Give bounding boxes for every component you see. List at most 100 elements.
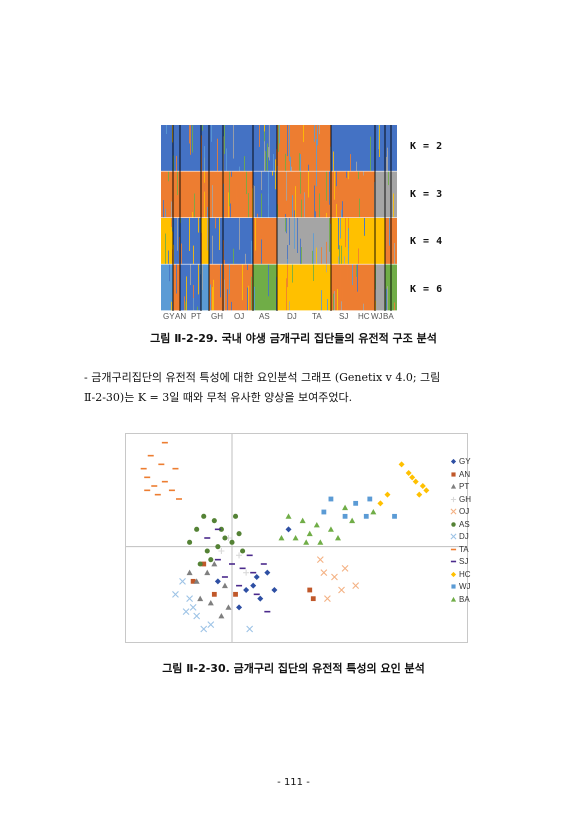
admixture-streak bbox=[233, 125, 234, 159]
admixture-streak bbox=[329, 171, 330, 205]
admixture-streak bbox=[285, 153, 286, 172]
admixture-streak bbox=[207, 218, 208, 251]
admixture-streak bbox=[223, 136, 224, 172]
admixture-streak bbox=[204, 171, 205, 183]
admixture-streak bbox=[204, 191, 205, 218]
admixture-streak bbox=[200, 166, 201, 172]
data-point-pt bbox=[186, 569, 193, 576]
admixture-streak bbox=[377, 283, 378, 311]
data-point-wj bbox=[353, 500, 359, 506]
figure-caption-2: 그림 Ⅱ-2-30. 금개구리 집단의 유전적 특성의 요인 분석 bbox=[162, 662, 425, 675]
admixture-streak bbox=[306, 218, 307, 243]
admixture-streak bbox=[267, 143, 268, 172]
series-as bbox=[187, 513, 246, 567]
admixture-streak bbox=[363, 171, 364, 176]
data-point-wj bbox=[328, 496, 334, 502]
admixture-streak bbox=[171, 301, 172, 311]
admixture-streak bbox=[287, 245, 288, 265]
legend-marker bbox=[450, 508, 457, 515]
admixture-streak bbox=[193, 285, 194, 311]
data-point-wj bbox=[342, 513, 348, 519]
admixture-streak bbox=[251, 240, 252, 265]
data-point-dj bbox=[182, 608, 190, 616]
admixture-streak bbox=[286, 278, 287, 311]
admixture-streak bbox=[356, 161, 357, 172]
figure-caption-1: 그림 Ⅱ-2-29. 국내 야생 금개구리 집단들의 유전적 구조 분석 bbox=[150, 332, 437, 345]
admixture-streak bbox=[296, 264, 297, 295]
structure-block bbox=[253, 218, 277, 265]
admixture-streak bbox=[191, 125, 192, 153]
admixture-streak bbox=[237, 196, 238, 218]
structure-plot bbox=[161, 125, 397, 311]
admixture-streak bbox=[239, 166, 240, 172]
admixture-streak bbox=[321, 290, 322, 311]
admixture-streak bbox=[275, 159, 276, 172]
k-label-3: K = 3 bbox=[410, 189, 443, 200]
legend-label: DJ bbox=[459, 532, 469, 541]
data-point-wj bbox=[363, 513, 369, 519]
admixture-streak bbox=[177, 171, 178, 196]
series-sj bbox=[204, 528, 271, 613]
admixture-streak bbox=[193, 245, 194, 265]
admixture-streak bbox=[386, 288, 387, 311]
admixture-streak bbox=[253, 185, 254, 218]
admixture-streak bbox=[172, 249, 173, 265]
data-point-oj bbox=[324, 595, 331, 603]
legend-label: WJ bbox=[459, 582, 471, 591]
legend-marker-shape bbox=[450, 496, 457, 502]
data-point-gy bbox=[214, 578, 221, 585]
series-gy bbox=[214, 526, 292, 611]
structure-block bbox=[180, 218, 201, 265]
structure-block bbox=[209, 125, 223, 172]
admixture-streak bbox=[345, 306, 346, 311]
admixture-streak bbox=[179, 138, 180, 172]
admixture-streak bbox=[242, 264, 243, 301]
admixture-streak bbox=[303, 125, 304, 143]
admixture-streak bbox=[352, 264, 353, 286]
structure-block bbox=[331, 171, 375, 218]
admixture-streak bbox=[341, 301, 342, 311]
admixture-streak bbox=[204, 146, 205, 172]
admixture-streak bbox=[277, 165, 278, 172]
admixture-streak bbox=[172, 125, 173, 143]
data-point-hc bbox=[398, 461, 405, 468]
admixture-streak bbox=[315, 211, 316, 218]
data-point-dj bbox=[189, 603, 197, 611]
pca-scatter-plot bbox=[126, 434, 467, 642]
admixture-streak bbox=[388, 290, 389, 311]
admixture-streak bbox=[338, 256, 339, 265]
data-point-hc bbox=[412, 478, 419, 485]
data-point-an bbox=[211, 591, 217, 597]
data-point-wj bbox=[367, 496, 373, 502]
admixture-streak bbox=[207, 206, 208, 218]
admixture-streak bbox=[311, 264, 312, 288]
legend-marker-shape bbox=[451, 521, 456, 527]
admixture-streak bbox=[278, 125, 279, 152]
admixture-streak bbox=[224, 125, 225, 154]
admixture-streak bbox=[220, 264, 221, 298]
data-point-dj bbox=[179, 577, 186, 585]
admixture-streak bbox=[387, 147, 388, 172]
structure-block bbox=[253, 264, 277, 311]
legend-marker bbox=[450, 560, 457, 563]
data-point-dj bbox=[200, 625, 208, 633]
admixture-streak bbox=[294, 210, 295, 218]
admixture-streak bbox=[338, 218, 339, 250]
admixture-streak bbox=[337, 290, 338, 311]
admixture-streak bbox=[189, 218, 190, 251]
legend-label: AS bbox=[459, 519, 470, 529]
admixture-streak bbox=[198, 218, 199, 233]
admixture-streak bbox=[316, 247, 317, 265]
structure-block bbox=[331, 125, 375, 172]
admixture-streak bbox=[394, 243, 395, 265]
data-point-as bbox=[236, 531, 242, 537]
admixture-streak bbox=[231, 301, 232, 311]
admixture-streak bbox=[248, 193, 249, 218]
admixture-streak bbox=[282, 243, 283, 265]
data-point-hc bbox=[384, 491, 391, 498]
admixture-streak bbox=[246, 171, 247, 195]
data-point-dj bbox=[186, 595, 193, 603]
admixture-streak bbox=[204, 231, 205, 265]
admixture-streak bbox=[344, 256, 345, 265]
data-point-gy bbox=[236, 604, 243, 611]
